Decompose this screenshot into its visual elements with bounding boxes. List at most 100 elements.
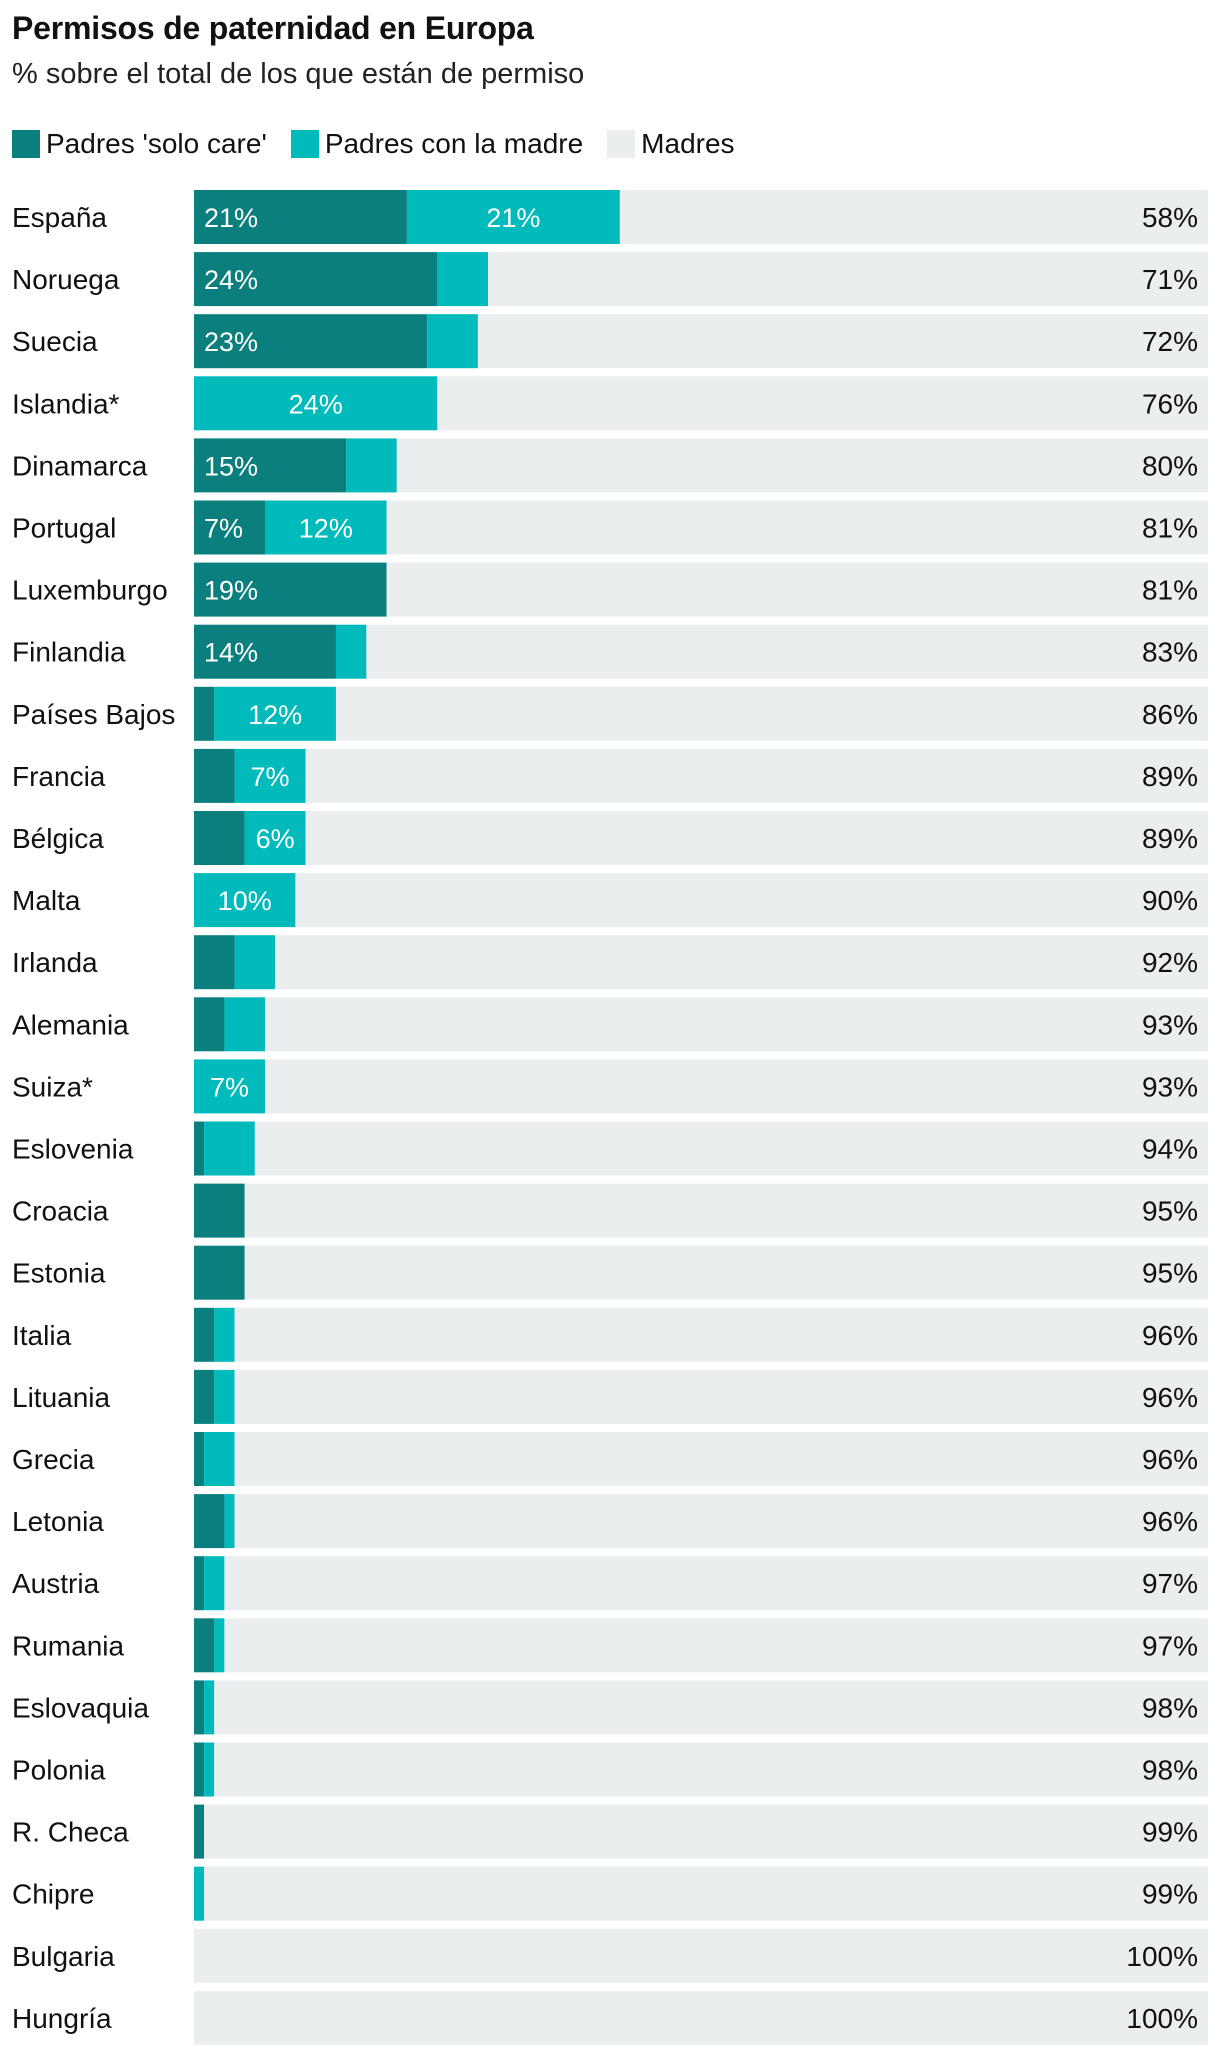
bar-con-madre-suecia <box>427 314 478 369</box>
legend-item-con-madre: Padres con la madre <box>290 128 583 160</box>
bar-solo-care-lituania <box>194 1369 215 1424</box>
bar-con-madre-paises-bajos <box>214 686 336 741</box>
value-label-con-madre-francia: 7% <box>251 762 290 792</box>
bar-solo-care-alemania <box>194 997 225 1052</box>
bar-madres-dinamarca <box>396 438 1208 493</box>
bar-solo-care-suecia <box>194 314 428 369</box>
legend-swatch-madres <box>607 130 636 158</box>
value-label-solo-care-noruega: 24% <box>204 265 258 295</box>
country-label-alemania: Alemania <box>12 1009 129 1040</box>
country-label-lituania: Lituania <box>12 1382 111 1413</box>
bar-con-madre-noruega <box>437 252 489 307</box>
bar-madres-luxemburgo <box>386 562 1208 617</box>
legend: Padres 'solo care' Padres con la madre M… <box>12 126 759 162</box>
chart-subtitle: % sobre el total de los que están de per… <box>12 58 585 90</box>
bar-madres-suecia <box>477 314 1208 369</box>
legend-item-madres: Madres <box>607 128 735 160</box>
legend-label-solo-care: Padres 'solo care' <box>46 128 267 159</box>
bar-solo-care-espana <box>194 190 407 244</box>
value-label-con-madre-espana: 21% <box>486 203 540 233</box>
bar-con-madre-islandia <box>194 376 438 431</box>
value-label-madres-eslovaquia: 98% <box>1142 1692 1198 1723</box>
value-label-con-madre-belgica: 6% <box>256 824 295 854</box>
country-label-chipre: Chipre <box>12 1879 94 1910</box>
value-label-madres-grecia: 96% <box>1142 1444 1198 1475</box>
bar-solo-care-finlandia <box>194 624 336 679</box>
value-label-madres-estonia: 95% <box>1142 1258 1198 1289</box>
country-label-italia: Italia <box>12 1320 72 1351</box>
bar-madres-croacia <box>244 1183 1208 1238</box>
bar-madres-austria <box>224 1556 1209 1611</box>
value-label-madres-dinamarca: 80% <box>1142 450 1198 481</box>
bar-con-madre-letonia <box>224 1494 235 1549</box>
bar-madres-belgica <box>305 811 1208 865</box>
bar-madres-chipre <box>204 1866 1208 1921</box>
value-label-madres-italia: 96% <box>1142 1320 1198 1351</box>
bar-madres-rumania <box>224 1618 1209 1673</box>
bar-madres-r-checa <box>204 1804 1208 1859</box>
chart-title: Permisos de paternidad en Europa <box>12 10 534 46</box>
value-label-solo-care-espana: 21% <box>204 203 258 233</box>
bar-solo-care-letonia <box>194 1494 225 1549</box>
bar-madres-hungria <box>194 1990 1208 2045</box>
country-label-croacia: Croacia <box>12 1196 109 1227</box>
bar-madres-grecia <box>234 1432 1208 1486</box>
bar-con-madre-italia <box>214 1307 235 1362</box>
bar-solo-care-francia <box>194 748 235 803</box>
value-label-madres-suecia: 72% <box>1142 326 1198 357</box>
bar-madres-alemania <box>264 997 1209 1052</box>
country-label-rumania: Rumania <box>12 1630 124 1661</box>
bar-madres-francia <box>305 748 1208 803</box>
bar-con-madre-suiza <box>194 1059 265 1114</box>
legend-label-madres: Madres <box>641 128 735 159</box>
bar-solo-care-rumania <box>194 1618 215 1673</box>
bar-madres-portugal <box>386 500 1208 555</box>
bar-solo-care-italia <box>194 1307 215 1362</box>
bar-con-madre-dinamarca <box>346 438 397 493</box>
bar-con-madre-irlanda <box>234 935 276 990</box>
value-label-madres-malta: 90% <box>1142 885 1198 916</box>
bar-madres-noruega <box>488 252 1208 307</box>
country-label-belgica: Bélgica <box>12 823 104 854</box>
value-label-madres-austria: 97% <box>1142 1568 1198 1599</box>
bar-madres-irlanda <box>275 935 1208 990</box>
value-label-madres-noruega: 71% <box>1142 264 1198 295</box>
bar-solo-care-dinamarca <box>194 438 347 493</box>
value-label-madres-eslovenia: 94% <box>1142 1134 1198 1165</box>
value-label-solo-care-suecia: 23% <box>204 327 258 357</box>
country-label-polonia: Polonia <box>12 1755 106 1786</box>
country-label-malta: Malta <box>12 885 81 916</box>
value-label-madres-polonia: 98% <box>1142 1755 1198 1786</box>
country-label-hungria: Hungría <box>12 2003 112 2034</box>
country-label-letonia: Letonia <box>12 1506 104 1537</box>
country-label-suiza: Suiza* <box>12 1071 93 1102</box>
country-label-suecia: Suecia <box>12 326 98 357</box>
bar-madres-lituania <box>234 1369 1208 1424</box>
value-label-madres-irlanda: 92% <box>1142 947 1198 978</box>
bar-solo-care-eslovaquia <box>194 1680 205 1735</box>
bar-con-madre-polonia <box>204 1742 215 1797</box>
country-label-eslovaquia: Eslovaquia <box>12 1692 149 1723</box>
value-label-madres-rumania: 97% <box>1142 1630 1198 1661</box>
value-label-madres-lituania: 96% <box>1142 1382 1198 1413</box>
value-label-madres-croacia: 95% <box>1142 1196 1198 1227</box>
value-label-madres-bulgaria: 100% <box>1126 1941 1198 1972</box>
bar-madres-finlandia <box>366 624 1208 679</box>
bar-solo-care-estonia <box>194 1245 245 1300</box>
country-label-estonia: Estonia <box>12 1258 106 1289</box>
value-label-madres-islandia: 76% <box>1142 388 1198 419</box>
bar-solo-care-austria <box>194 1556 205 1611</box>
value-label-madres-r-checa: 99% <box>1142 1817 1198 1848</box>
value-label-madres-alemania: 93% <box>1142 1009 1198 1040</box>
bar-madres-letonia <box>234 1494 1208 1549</box>
value-label-madres-paises-bajos: 86% <box>1142 699 1198 730</box>
bar-con-madre-portugal <box>264 500 387 555</box>
bar-solo-care-noruega <box>194 252 438 307</box>
bar-con-madre-rumania <box>214 1618 225 1673</box>
value-label-con-madre-portugal: 12% <box>299 514 353 544</box>
bar-madres-bulgaria <box>194 1928 1208 1983</box>
value-label-madres-chipre: 99% <box>1142 1879 1198 1910</box>
value-label-solo-care-dinamarca: 15% <box>204 451 258 481</box>
value-label-madres-hungria: 100% <box>1126 2003 1198 2034</box>
bar-solo-care-portugal <box>194 500 265 555</box>
